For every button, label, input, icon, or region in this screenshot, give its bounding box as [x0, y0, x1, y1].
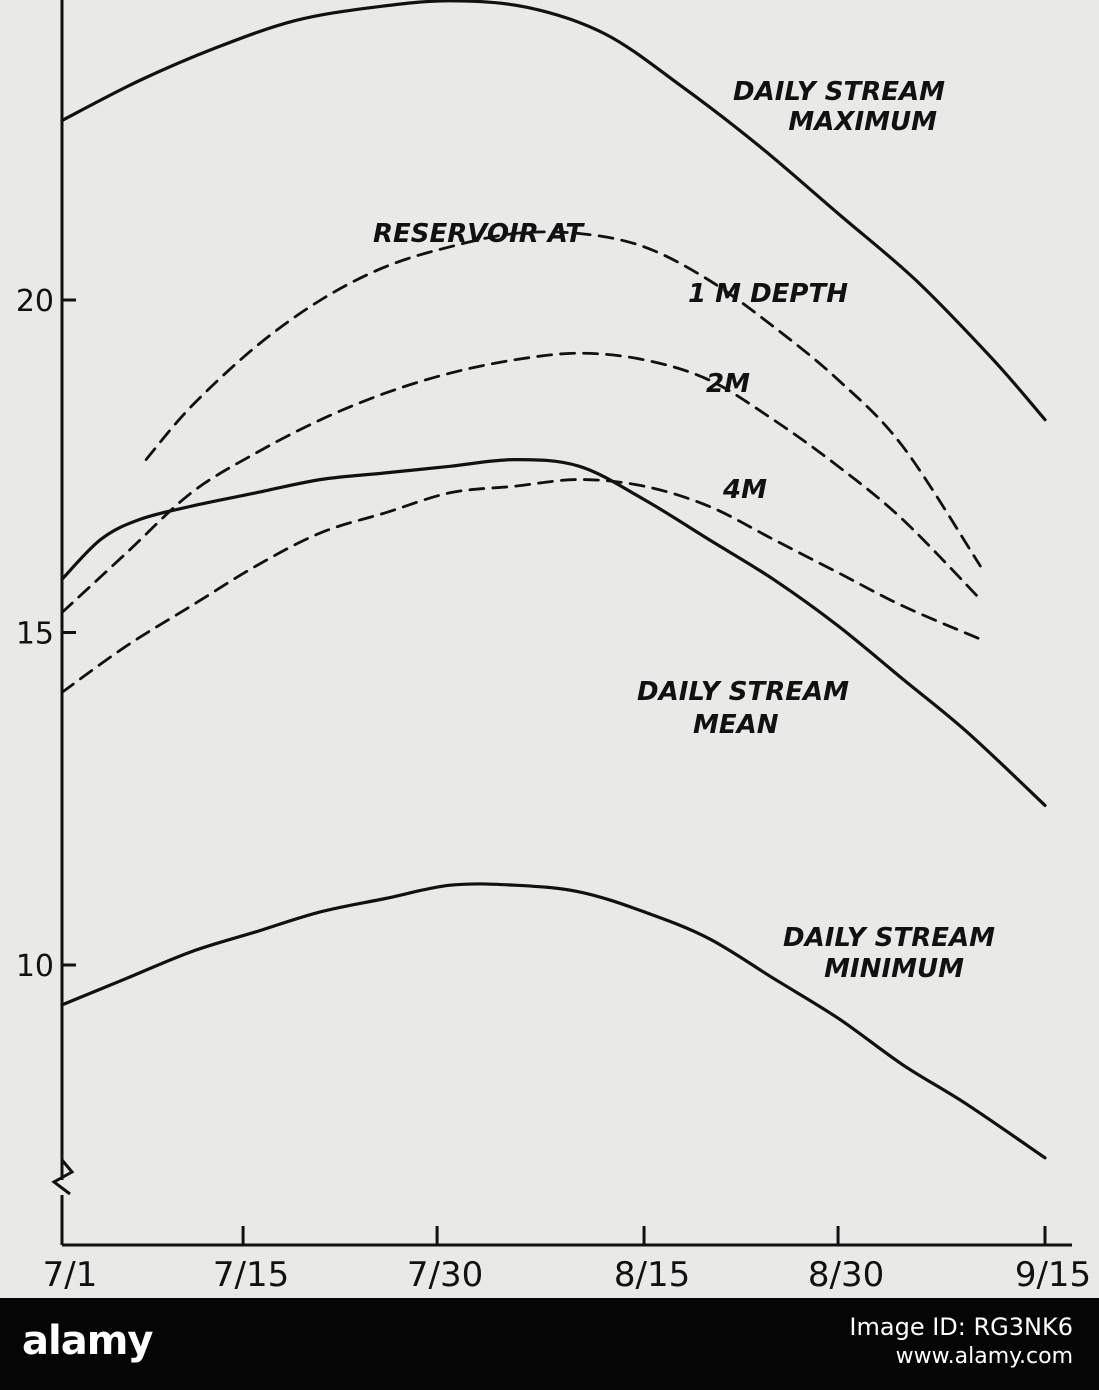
y-tick-label-15: 15: [16, 617, 54, 652]
min-curve: [60, 882, 1047, 1160]
chart-scan: 10 15 20 7/1 7/15 7/30 8/15 8/30 9/15 DAILY STR…: [0, 0, 1099, 1298]
x-tick-label-1: 7/15: [213, 1255, 289, 1295]
depth2-label: 2M: [706, 369, 750, 399]
mean-label-line2: MEAN: [693, 710, 779, 740]
y-tick-label-10: 10: [16, 949, 54, 984]
image-url-text: www.alamy.com: [895, 1344, 1073, 1369]
x-tick-label-5: 9/15: [1015, 1255, 1091, 1295]
brand-logo: alamy: [22, 1318, 153, 1364]
max-label-line2: MAXIMUM: [788, 107, 937, 137]
mean-label-line1: DAILY STREAM: [637, 677, 849, 707]
x-tick-label-4: 8/30: [808, 1255, 884, 1295]
max-curve: [60, 0, 1047, 422]
x-tick-label-2: 7/30: [407, 1255, 483, 1295]
watermark-bar: alamy Image ID: RG3NK6 www.alamy.com: [0, 1298, 1099, 1390]
mean-curve: [60, 458, 1047, 807]
x-tick-label-0: 7/1: [43, 1255, 98, 1295]
reservoir-label: RESERVOIR AT: [373, 219, 585, 249]
y-ticks: 10 15 20: [16, 284, 76, 984]
series-group: [60, 0, 1047, 1160]
chart-axes: [51, 0, 1072, 1247]
x-ticks: 7/1 7/15 7/30 8/15 8/30 9/15: [43, 1226, 1091, 1295]
image-id-text: Image ID: RG3NK6: [849, 1313, 1073, 1341]
temperature-chart: 10 15 20 7/1 7/15 7/30 8/15 8/30 9/15 DAILY STR…: [16, 0, 1091, 1295]
image-id-block: Image ID: RG3NK6 www.alamy.com: [849, 1312, 1073, 1372]
min-label-line1: DAILY STREAM: [783, 923, 995, 953]
max-label-line1: DAILY STREAM: [733, 77, 945, 107]
depth-1m-curve: [144, 230, 982, 568]
depth1-label: 1 M DEPTH: [688, 279, 848, 309]
depth-2m-curve: [60, 351, 982, 614]
min-label-line2: MINIMUM: [824, 954, 964, 984]
series-labels: DAILY STREAM MAXIMUM RESERVOIR AT 1 M DE…: [373, 77, 995, 984]
y-tick-label-20: 20: [16, 284, 54, 319]
depth-4m-curve: [60, 478, 982, 694]
y-axis-break-mark: [51, 1159, 75, 1196]
x-tick-label-3: 8/15: [614, 1255, 690, 1295]
depth4-label: 4M: [722, 475, 767, 505]
